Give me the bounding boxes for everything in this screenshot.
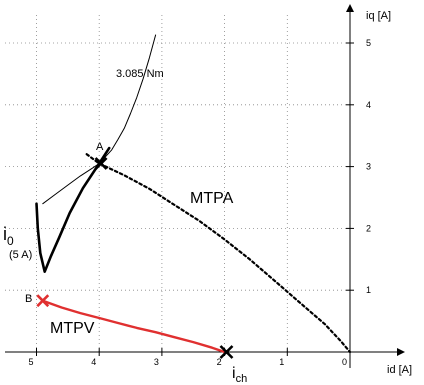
point-b-marker xyxy=(36,294,50,308)
y-tick-label: 4 xyxy=(366,100,371,110)
mtpv-label: MTPV xyxy=(50,320,95,337)
current-limit-curve xyxy=(35,146,111,274)
x-axis-label: id [A] xyxy=(387,364,412,376)
i0-label: i0 xyxy=(3,224,14,248)
x-tick-label: 3 xyxy=(154,357,159,367)
point-ich-marker xyxy=(219,345,234,359)
x-tick-label: 2 xyxy=(217,357,222,367)
ich-label-main: i xyxy=(232,365,236,382)
i0-label-sub: 0 xyxy=(7,234,14,248)
y-tick-label: 3 xyxy=(366,162,371,172)
point-b-label: B xyxy=(25,293,32,305)
points-layer xyxy=(36,157,234,359)
y-tick-label: 5 xyxy=(366,38,371,48)
x-tick-label: 0 xyxy=(342,357,347,367)
y-axis-label: iq [A] xyxy=(366,10,391,22)
torque-curve xyxy=(42,34,157,205)
ich-label: ich xyxy=(232,365,247,385)
x-tick-label: 1 xyxy=(279,357,284,367)
ich-label-sub: ch xyxy=(236,373,248,385)
torque-label: 3.085 Nm xyxy=(116,68,164,80)
x-axis-ticks: 5 4 3 2 1 0 xyxy=(29,348,351,367)
point-a-marker xyxy=(94,157,108,170)
series-layer xyxy=(35,34,352,354)
gridlines xyxy=(5,15,350,352)
y-tick-label: 1 xyxy=(366,285,371,295)
y-axis-ticks: 1 2 3 4 5 xyxy=(346,38,371,295)
point-a-label: A xyxy=(96,141,104,153)
i0-note: (5 A) xyxy=(9,249,32,261)
i0-label-main: i xyxy=(3,224,7,244)
x-tick-label: 5 xyxy=(29,357,34,367)
y-tick-label: 2 xyxy=(366,223,371,233)
mtpv-curve xyxy=(41,299,226,354)
mtpa-label: MTPA xyxy=(190,190,234,207)
mtpa-curve xyxy=(85,153,352,354)
x-tick-label: 4 xyxy=(91,357,96,367)
